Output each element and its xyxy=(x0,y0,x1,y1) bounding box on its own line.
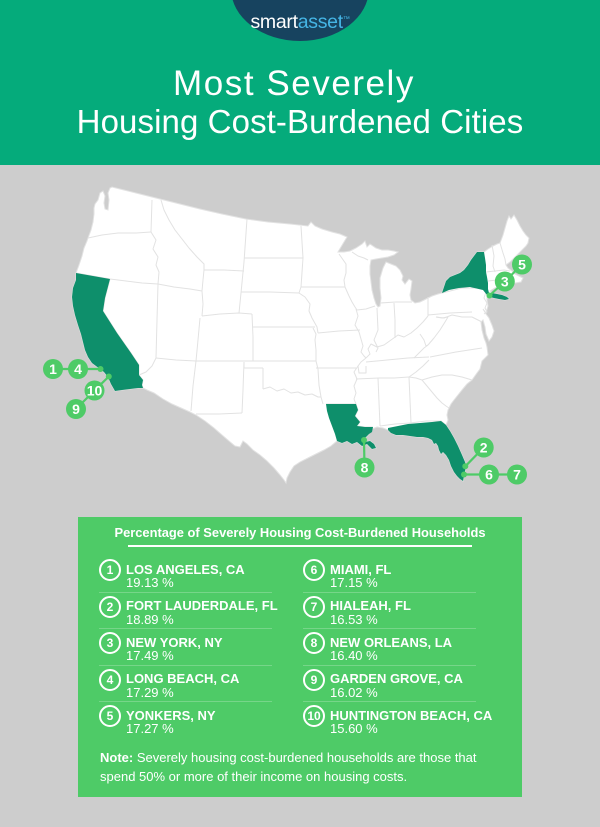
svg-text:8: 8 xyxy=(361,460,369,476)
svg-text:4: 4 xyxy=(74,361,82,377)
svg-text:6: 6 xyxy=(485,467,493,483)
svg-text:3: 3 xyxy=(501,274,509,290)
svg-text:5: 5 xyxy=(518,257,526,273)
svg-text:9: 9 xyxy=(72,401,80,417)
svg-text:2: 2 xyxy=(480,440,488,456)
svg-text:1: 1 xyxy=(49,361,57,377)
svg-text:7: 7 xyxy=(513,467,521,483)
svg-text:10: 10 xyxy=(87,383,103,399)
